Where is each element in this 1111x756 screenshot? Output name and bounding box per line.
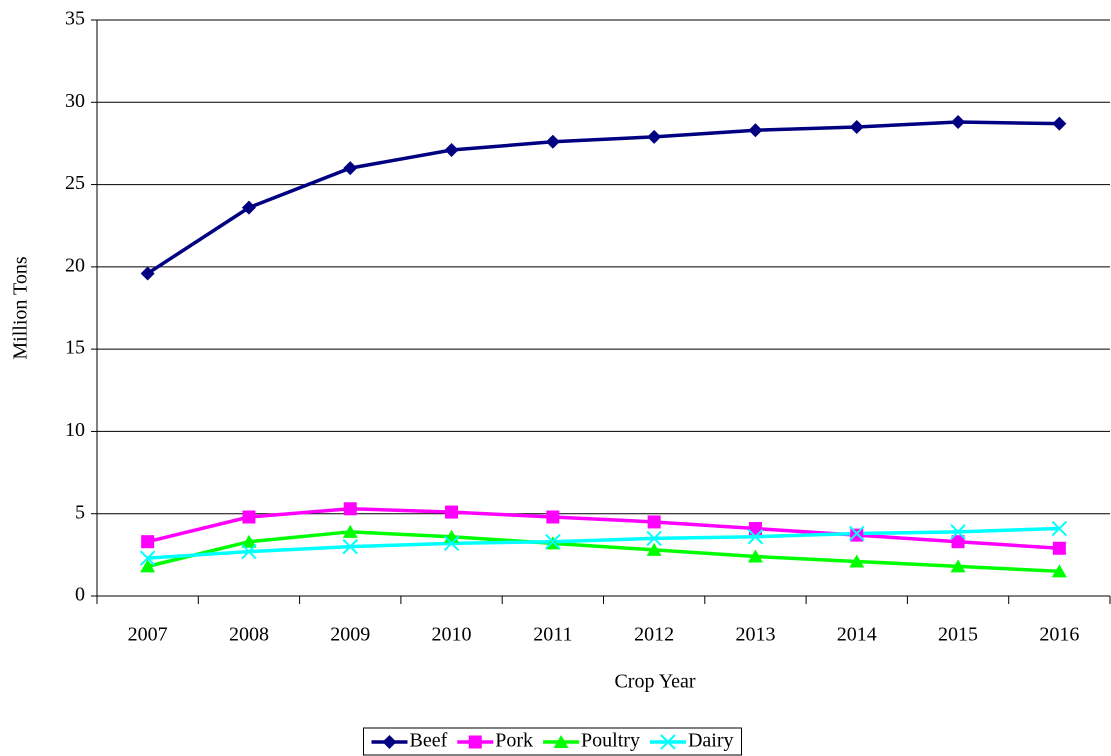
data-point [748,123,763,138]
legend-marker [553,735,569,748]
data-point [850,528,864,542]
data-point [950,559,966,573]
data-point [646,530,662,547]
data-point [951,535,965,549]
data-point [646,542,662,556]
series-line [147,507,1060,551]
data-point [747,549,763,563]
data-point [140,266,155,281]
series-line [147,530,1060,574]
data-point [242,510,256,524]
data-point [342,524,358,538]
x-tick-label: 2010 [432,624,472,646]
data-point [1052,116,1067,131]
data-point [342,538,358,555]
data-point [849,119,864,134]
y-tick-label: 35 [65,8,85,30]
y-tick-label: 25 [65,172,85,194]
x-tick-label: 2014 [837,624,877,646]
data-point [748,522,762,536]
data-point [950,524,966,540]
data-point [546,510,560,524]
x-tick-label: 2012 [634,624,674,646]
data-point [1051,520,1068,537]
y-tick-label: 5 [75,501,85,523]
data-point [241,200,256,215]
data-point [139,550,156,566]
data-point [951,115,966,130]
data-point [443,535,460,552]
y-tick-label: 15 [65,337,85,359]
data-point [747,529,764,545]
legend-label: Beef [409,730,447,752]
legend-label: Dairy [688,730,734,752]
legend-marker [468,735,482,749]
x-tick-label: 2011 [533,624,572,646]
x-axis-label: Crop Year [614,671,695,693]
data-point [647,515,661,529]
data-point [444,143,459,158]
x-tick-label: 2007 [128,624,168,646]
legend-label: Poultry [581,730,640,752]
series-line [147,526,1060,560]
legend-marker [660,734,676,750]
x-tick-label: 2015 [938,624,978,646]
x-tick-label: 2013 [735,624,775,646]
data-point [545,134,560,149]
data-point [1052,541,1066,555]
x-tick-label: 2016 [1039,624,1079,646]
data-point [849,554,865,568]
data-point [343,502,357,516]
y-tick-label: 10 [65,419,85,441]
data-point [241,534,257,548]
y-tick-label: 20 [65,254,85,276]
data-point [545,533,561,550]
y-axis-label: Million Tons [10,256,32,359]
series-line [146,120,1060,275]
data-point [141,535,155,549]
data-point [140,559,156,573]
data-point [1051,564,1067,578]
data-point [241,543,257,560]
data-point [849,525,865,542]
data-point [343,161,358,176]
x-tick-label: 2009 [330,624,370,646]
legend: Beef Pork Poultry Dairy [362,727,743,756]
legend-marker [382,735,397,749]
x-tick-label: 2008 [229,624,269,646]
y-tick-label: 30 [65,90,85,112]
legend-label: Pork [495,730,533,752]
y-tick-label: 0 [75,584,85,606]
data-point [445,505,459,519]
data-point [647,129,662,144]
